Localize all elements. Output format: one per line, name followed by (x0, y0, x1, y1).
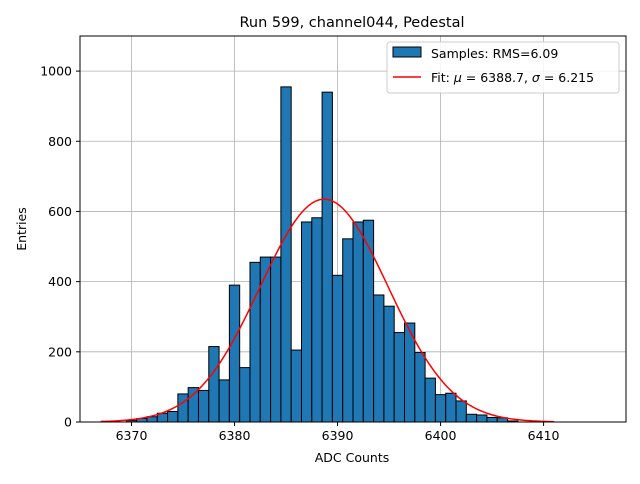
histogram-bar (208, 346, 220, 423)
legend-samples-swatch (392, 46, 422, 58)
x-axis-label: ADC Counts (315, 450, 390, 465)
x-tick-label: 6410 (528, 428, 560, 443)
histogram-bar (249, 261, 261, 423)
histogram-bar (197, 389, 210, 423)
axes-frame (79, 35, 627, 423)
legend-box (386, 41, 620, 94)
x-tick-label: 6400 (425, 428, 457, 443)
y-tick-label: 1000 (40, 64, 72, 79)
legend-fit-part: = 6388.7, (462, 70, 532, 85)
histogram-bar (187, 387, 199, 423)
histogram-bar (270, 256, 282, 423)
histogram-bar (445, 392, 457, 423)
histogram-bar (486, 416, 498, 423)
histogram-bar (476, 414, 488, 423)
histogram-bar (465, 413, 478, 423)
histogram-bar (434, 394, 447, 423)
histogram-bar (177, 393, 189, 423)
x-tick-label: 6390 (322, 428, 354, 443)
histogram-bar (331, 274, 344, 423)
histogram-bar (362, 219, 375, 423)
histogram-bar (239, 367, 251, 423)
chart-title: Run 599, channel044, Pedestal (239, 15, 464, 31)
histogram-bar (218, 379, 230, 423)
x-axis-ticks: 6370 6380 6390 6400 6410 (116, 422, 560, 443)
histogram-bar (290, 349, 302, 423)
legend: Samples: RMS=6.09 Fit: μ = 6388.7, σ = 6… (386, 41, 620, 94)
histogram-bar (321, 91, 333, 423)
histogram-bar (393, 332, 406, 423)
histogram-bar (455, 400, 467, 423)
histogram-bar (352, 221, 364, 423)
histogram-bar (342, 238, 354, 423)
legend-sigma-symbol: σ (532, 70, 541, 85)
histogram-bar (414, 352, 426, 423)
histogram-bar (300, 221, 313, 423)
x-tick-label: 6370 (116, 428, 148, 443)
x-tick-label: 6380 (219, 428, 251, 443)
y-tick-label: 400 (48, 274, 72, 289)
histogram-bar (228, 284, 241, 423)
histogram-bar (383, 305, 395, 423)
y-axis-ticks: 0 200 400 600 800 1000 (40, 64, 80, 430)
histogram-bar (280, 86, 292, 423)
histogram-bar (311, 217, 323, 423)
y-axis-label: Entries (14, 207, 29, 251)
legend-fit-part: = 6.215 (540, 70, 594, 85)
y-tick-label: 200 (48, 344, 72, 359)
y-tick-label: 600 (48, 204, 72, 219)
legend-mu-symbol: μ (453, 70, 462, 85)
y-tick-label: 800 (48, 134, 72, 149)
histogram-bar (424, 377, 436, 423)
histogram-bar (167, 410, 179, 423)
fit-curve (100, 198, 554, 423)
legend-fit-part: Fit: (431, 70, 454, 85)
legend-fit-label: Fit: μ = 6388.7, σ = 6.215 (431, 70, 594, 85)
legend-samples-label: Samples: RMS=6.09 (431, 46, 558, 61)
histogram-bar (373, 294, 385, 423)
y-tick-label: 0 (64, 415, 72, 430)
